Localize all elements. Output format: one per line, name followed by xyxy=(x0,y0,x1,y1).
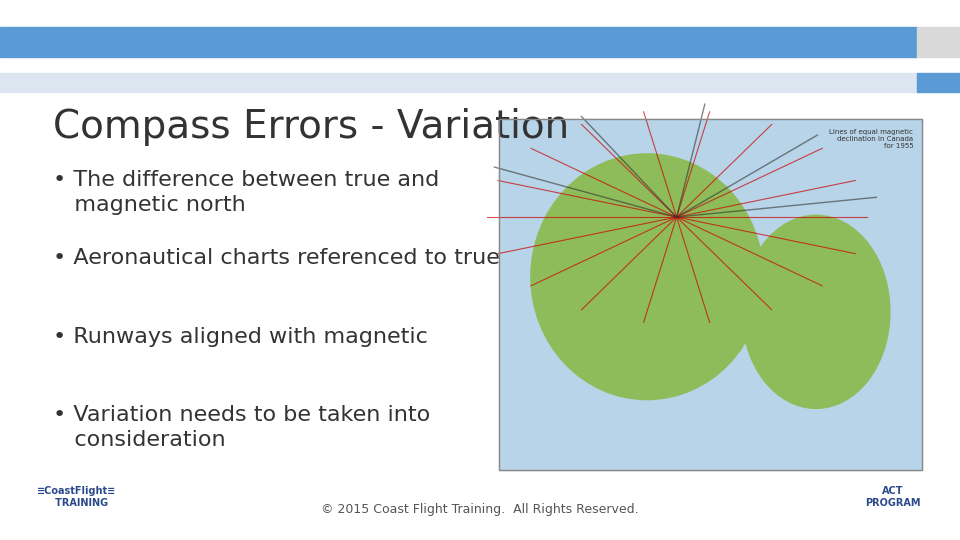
Bar xyxy=(917,73,960,92)
Bar xyxy=(499,119,922,470)
Text: ACT
PROGRAM: ACT PROGRAM xyxy=(865,486,921,508)
Bar xyxy=(917,27,960,57)
Bar xyxy=(499,119,922,470)
Text: ≡CoastFlight≡
   TRAINING: ≡CoastFlight≡ TRAINING xyxy=(37,486,116,508)
Text: Compass Errors - Variation: Compass Errors - Variation xyxy=(53,108,569,146)
Text: • Aeronautical charts referenced to true: • Aeronautical charts referenced to true xyxy=(53,248,499,268)
Text: • Runways aligned with magnetic: • Runways aligned with magnetic xyxy=(53,327,427,347)
Bar xyxy=(0,27,917,57)
Text: • The difference between true and
   magnetic north: • The difference between true and magnet… xyxy=(53,170,439,215)
Text: © 2015 Coast Flight Training.  All Rights Reserved.: © 2015 Coast Flight Training. All Rights… xyxy=(322,503,638,516)
Text: Lines of equal magnetic
declination in Canada
for 1955: Lines of equal magnetic declination in C… xyxy=(829,130,913,150)
Text: • Variation needs to be taken into
   consideration: • Variation needs to be taken into consi… xyxy=(53,405,430,450)
Ellipse shape xyxy=(531,154,763,400)
Ellipse shape xyxy=(742,215,890,408)
Bar xyxy=(0,73,917,92)
